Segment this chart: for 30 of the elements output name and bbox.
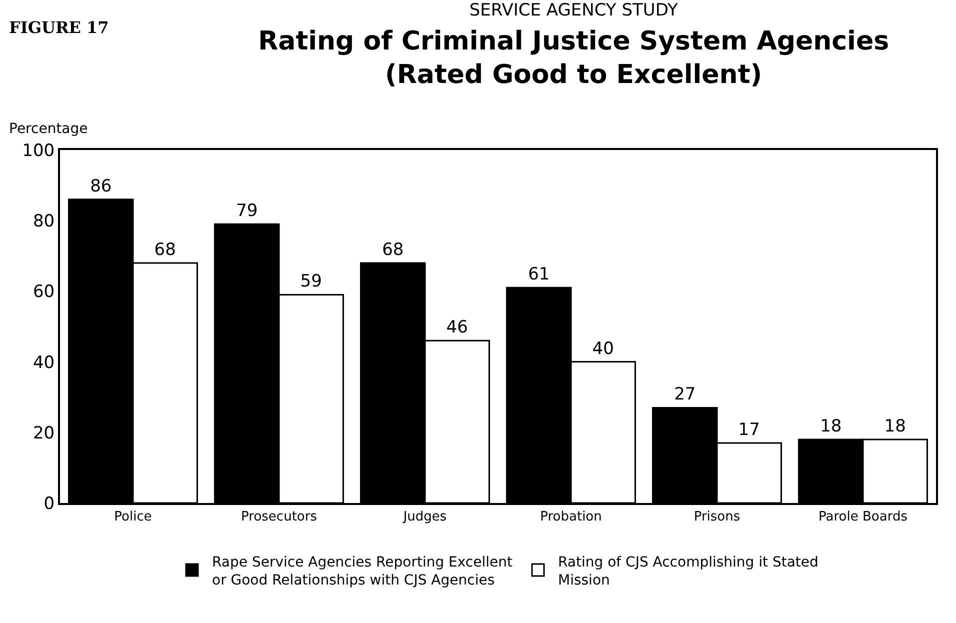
data-label: 18 xyxy=(820,416,842,436)
y-tick-label: 60 xyxy=(32,282,55,302)
data-label: 27 xyxy=(674,384,696,405)
chart-title: Rating of Criminal Justice System Agencies (Rated Good to Excellent) xyxy=(258,26,890,90)
data-label: 59 xyxy=(300,272,322,292)
y-tick-label: 0 xyxy=(44,494,55,514)
legend-label: Rape Service Agencies Reporting Excellent or Good Relationships with CJS Agencies xyxy=(212,554,514,589)
x-tick-label: Judges xyxy=(402,510,447,525)
x-tick-label: Police xyxy=(114,510,152,525)
data-label: 46 xyxy=(446,318,468,338)
y-tick-label: 20 xyxy=(32,423,55,444)
x-tick-label: Prosecutors xyxy=(241,510,318,525)
chart-subtitle: SERVICE AGENCY STUDY xyxy=(469,0,678,21)
data-label: 17 xyxy=(738,420,760,440)
data-label: 86 xyxy=(90,176,112,196)
legend-label: Rating of CJS Accomplishing it Stated Mission xyxy=(558,554,818,589)
x-tick-label: Prisons xyxy=(694,510,740,525)
caption: FIGURE 17 xyxy=(9,18,109,37)
x-tick-label: Probation xyxy=(540,510,602,525)
data-label: 68 xyxy=(154,240,176,260)
y-tick-label: 40 xyxy=(32,352,55,373)
y-tick-label: 80 xyxy=(32,212,55,232)
y-tick-label: 100 xyxy=(22,140,55,161)
data-label: 18 xyxy=(884,416,906,436)
x-tick-label: Parole Boards xyxy=(818,510,908,525)
y-axis-title: Percentage xyxy=(9,121,88,137)
data-label: 40 xyxy=(592,338,614,359)
data-label: 79 xyxy=(236,201,258,222)
data-label: 68 xyxy=(382,240,404,260)
data-label: 61 xyxy=(528,264,550,285)
